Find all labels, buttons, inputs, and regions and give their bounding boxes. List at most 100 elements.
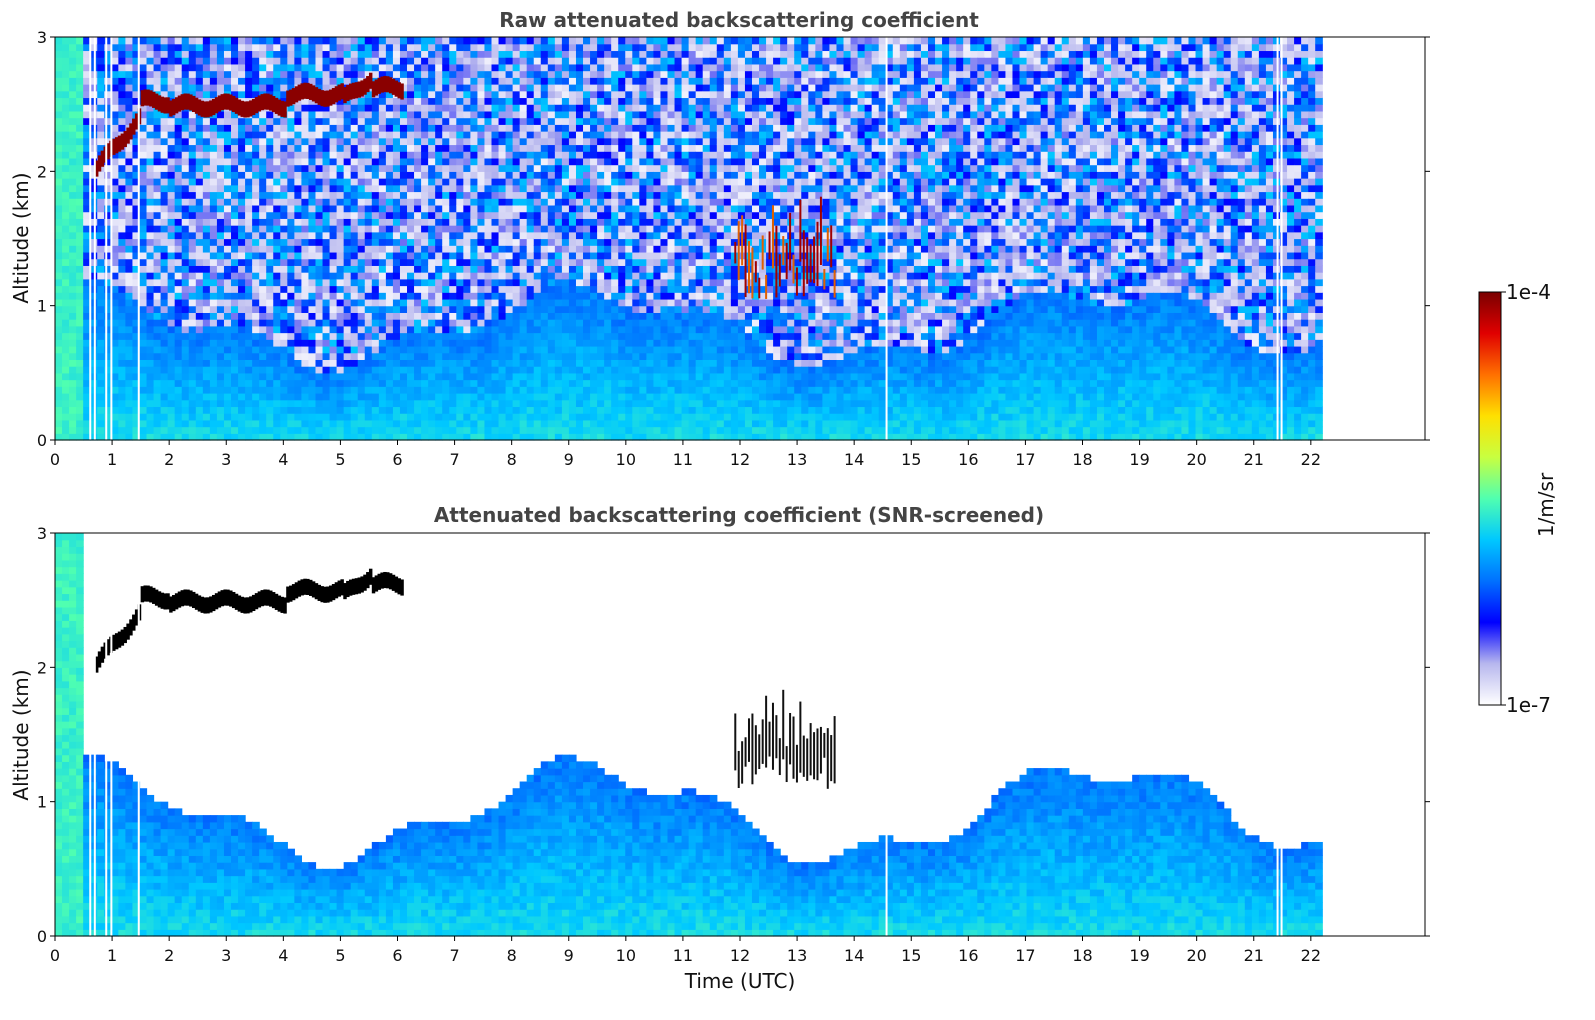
heatmap-cell xyxy=(421,292,429,300)
heatmap-cell xyxy=(252,63,260,72)
heatmap-cell xyxy=(322,43,331,52)
heatmap-cell xyxy=(188,77,197,85)
heatmap-cell xyxy=(470,97,479,105)
heatmap-cell xyxy=(294,372,303,381)
heatmap-cell xyxy=(216,419,225,428)
heatmap-cell xyxy=(139,211,148,219)
heatmap-cell xyxy=(590,104,598,112)
heatmap-cell xyxy=(132,366,141,374)
heatmap-cell xyxy=(195,272,204,280)
heatmap-cell xyxy=(188,345,197,354)
heatmap-cell xyxy=(301,332,310,340)
heatmap-cell xyxy=(597,178,605,186)
heatmap-cell xyxy=(519,110,528,119)
heatmap-cell xyxy=(336,50,345,58)
heatmap-cell xyxy=(505,413,514,421)
heatmap-cell xyxy=(188,43,197,52)
heatmap-cell xyxy=(350,151,359,159)
heatmap-cell xyxy=(231,204,239,213)
heatmap-cell xyxy=(69,231,77,240)
heatmap-cell xyxy=(104,426,112,434)
heatmap-cell xyxy=(498,110,507,119)
heatmap-cell xyxy=(266,399,274,408)
heatmap-cell xyxy=(378,292,387,300)
heatmap-cell xyxy=(336,144,345,152)
heatmap-cell xyxy=(160,124,169,132)
heatmap-cell xyxy=(435,399,443,408)
heatmap-cell xyxy=(625,204,633,213)
heatmap-cell xyxy=(62,164,70,172)
heatmap-cell xyxy=(238,117,246,125)
heatmap-cell xyxy=(343,191,352,199)
heatmap-cell xyxy=(223,164,232,172)
heatmap-cell xyxy=(597,63,605,72)
heatmap-cell xyxy=(97,84,105,92)
heatmap-cell xyxy=(533,211,542,219)
heatmap-cell xyxy=(76,345,84,354)
heatmap-cell xyxy=(287,413,295,421)
heatmap-cell xyxy=(547,372,556,381)
heatmap-cell xyxy=(245,204,253,213)
heatmap-cell xyxy=(97,426,105,434)
heatmap-cell xyxy=(280,278,288,287)
heatmap-cell xyxy=(111,124,119,132)
heatmap-cell xyxy=(505,319,514,327)
heatmap-cell xyxy=(378,63,387,72)
heatmap-cell xyxy=(209,312,218,320)
heatmap-cell xyxy=(505,386,514,394)
heatmap-cell xyxy=(575,325,584,334)
heatmap-cell xyxy=(639,386,647,394)
heatmap-cell xyxy=(625,312,633,320)
heatmap-cell xyxy=(590,372,598,381)
heatmap-cell xyxy=(231,178,239,186)
heatmap-cell xyxy=(266,305,274,313)
heatmap-cell xyxy=(322,251,331,260)
heatmap-cell xyxy=(399,211,408,219)
heatmap-cell xyxy=(167,50,176,58)
heatmap-cell xyxy=(111,379,119,387)
heatmap-cell xyxy=(216,292,225,300)
heatmap-cell xyxy=(561,90,570,99)
heatmap-cell xyxy=(470,43,479,52)
heatmap-cell xyxy=(259,292,267,300)
heatmap-cell xyxy=(195,211,204,219)
heatmap-cell xyxy=(378,406,387,414)
heatmap-cell xyxy=(132,298,141,307)
heatmap-cell xyxy=(336,251,345,260)
heatmap-cell xyxy=(604,137,612,146)
heatmap-cell xyxy=(174,345,183,354)
heatmap-cell xyxy=(477,278,486,287)
heatmap-cell xyxy=(83,285,91,293)
heatmap-cell xyxy=(470,178,479,186)
heatmap-cell xyxy=(118,157,126,166)
heatmap-cell xyxy=(181,50,190,58)
heatmap-cell xyxy=(216,124,225,132)
heatmap-cell xyxy=(590,117,598,125)
heatmap-cell xyxy=(625,157,633,166)
heatmap-cell xyxy=(456,312,464,320)
heatmap-cell xyxy=(575,366,584,374)
heatmap-cell xyxy=(97,292,105,300)
heatmap-cell xyxy=(188,379,197,387)
heatmap-cell xyxy=(519,372,528,381)
heatmap-cell xyxy=(322,413,331,421)
heatmap-cell xyxy=(132,292,141,300)
heatmap-cell xyxy=(280,70,288,78)
heatmap-cell xyxy=(280,366,288,374)
heatmap-cell xyxy=(231,245,239,253)
heatmap-cell xyxy=(231,77,239,85)
heatmap-cell xyxy=(174,191,183,199)
heatmap-cell xyxy=(442,37,450,45)
heatmap-cell xyxy=(188,124,197,132)
heatmap-cell xyxy=(322,171,331,179)
heatmap-cell xyxy=(449,339,457,347)
heatmap-cell xyxy=(575,50,584,58)
heatmap-cell xyxy=(519,57,528,65)
heatmap-cell xyxy=(449,285,457,293)
heatmap-cell xyxy=(364,191,373,199)
heatmap-cell xyxy=(125,198,134,206)
heatmap-cell xyxy=(371,157,380,166)
heatmap-cell xyxy=(188,164,197,172)
heatmap-cell xyxy=(428,211,436,219)
heatmap-cell xyxy=(505,325,514,334)
